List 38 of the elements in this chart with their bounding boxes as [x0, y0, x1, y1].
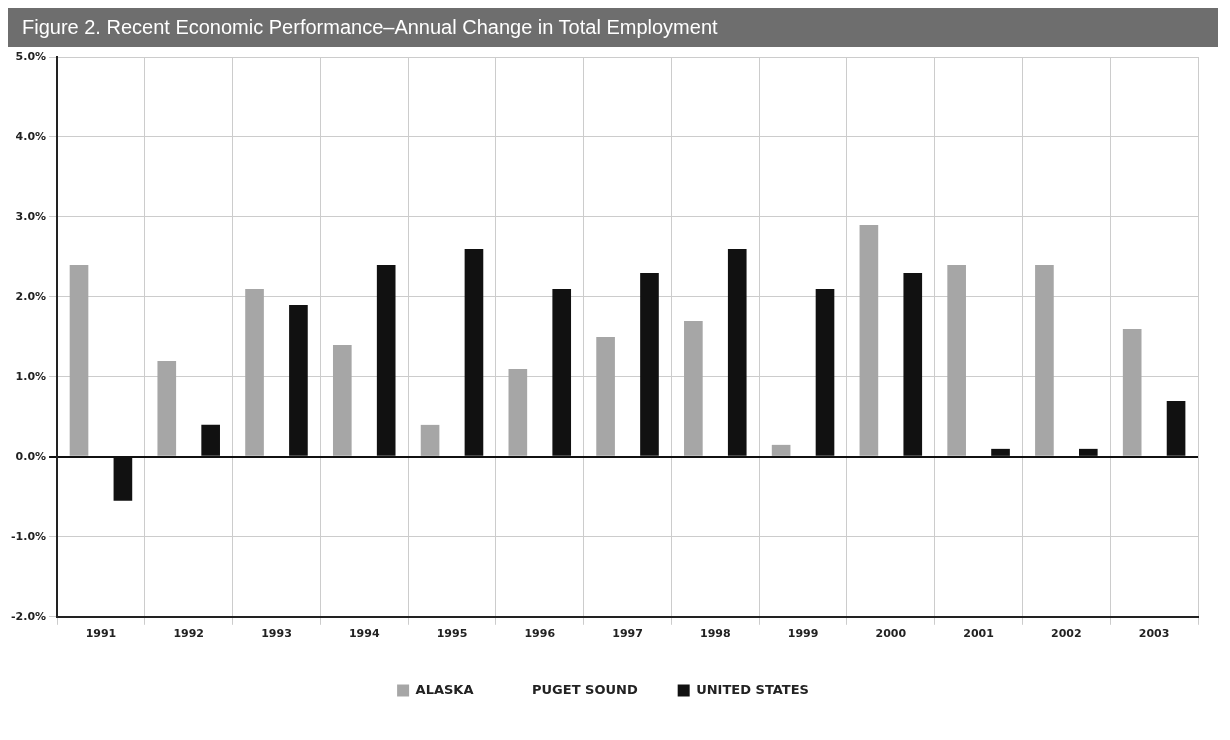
bar — [1035, 264, 1054, 456]
y-tick-label: 3.0% — [15, 209, 47, 223]
bar — [684, 320, 703, 456]
x-tick-label: 2003 — [1138, 627, 1170, 641]
x-tick-label: 1996 — [524, 627, 556, 641]
bar — [157, 360, 177, 456]
y-tick-label: -1.0% — [11, 529, 47, 543]
x-tick-label: 1999 — [787, 627, 819, 641]
legend-label: ALASKA — [415, 681, 474, 697]
bar — [245, 288, 264, 456]
x-tick-label: 2002 — [1051, 627, 1082, 641]
bar — [69, 264, 89, 456]
x-tick-label: 1991 — [85, 627, 117, 641]
y-tick-label: 0.0% — [15, 449, 47, 463]
bar — [1122, 328, 1142, 456]
y-tick-label: 2.0% — [15, 289, 47, 303]
x-tick-label: 1997 — [612, 627, 643, 641]
bar — [508, 368, 528, 456]
x-tick-label: 1995 — [436, 627, 468, 641]
x-tick-label: 1992 — [173, 627, 205, 641]
chart-title: Figure 2. Recent Economic Performance–Annual Change in Total Employment — [8, 8, 1218, 47]
x-tick-label: 1993 — [261, 627, 292, 641]
x-tick-label: 2001 — [963, 627, 994, 641]
y-tick-label: -2.0% — [11, 609, 47, 623]
x-tick-label: 2000 — [875, 627, 907, 641]
bar — [332, 344, 352, 456]
bar — [947, 264, 966, 456]
x-tick-label: 1994 — [348, 627, 380, 641]
y-tick-label: 5.0% — [15, 49, 47, 63]
y-tick-label: 1.0% — [15, 369, 47, 383]
bar — [596, 336, 615, 456]
y-tick-label: 4.0% — [15, 129, 47, 143]
bar — [859, 224, 879, 456]
bar — [420, 424, 440, 456]
bar — [771, 444, 791, 456]
text: PUGET SOUND — [532, 681, 638, 697]
legend-label: UNITED STATES — [696, 681, 809, 697]
x-tick-label: 1998 — [699, 627, 731, 641]
